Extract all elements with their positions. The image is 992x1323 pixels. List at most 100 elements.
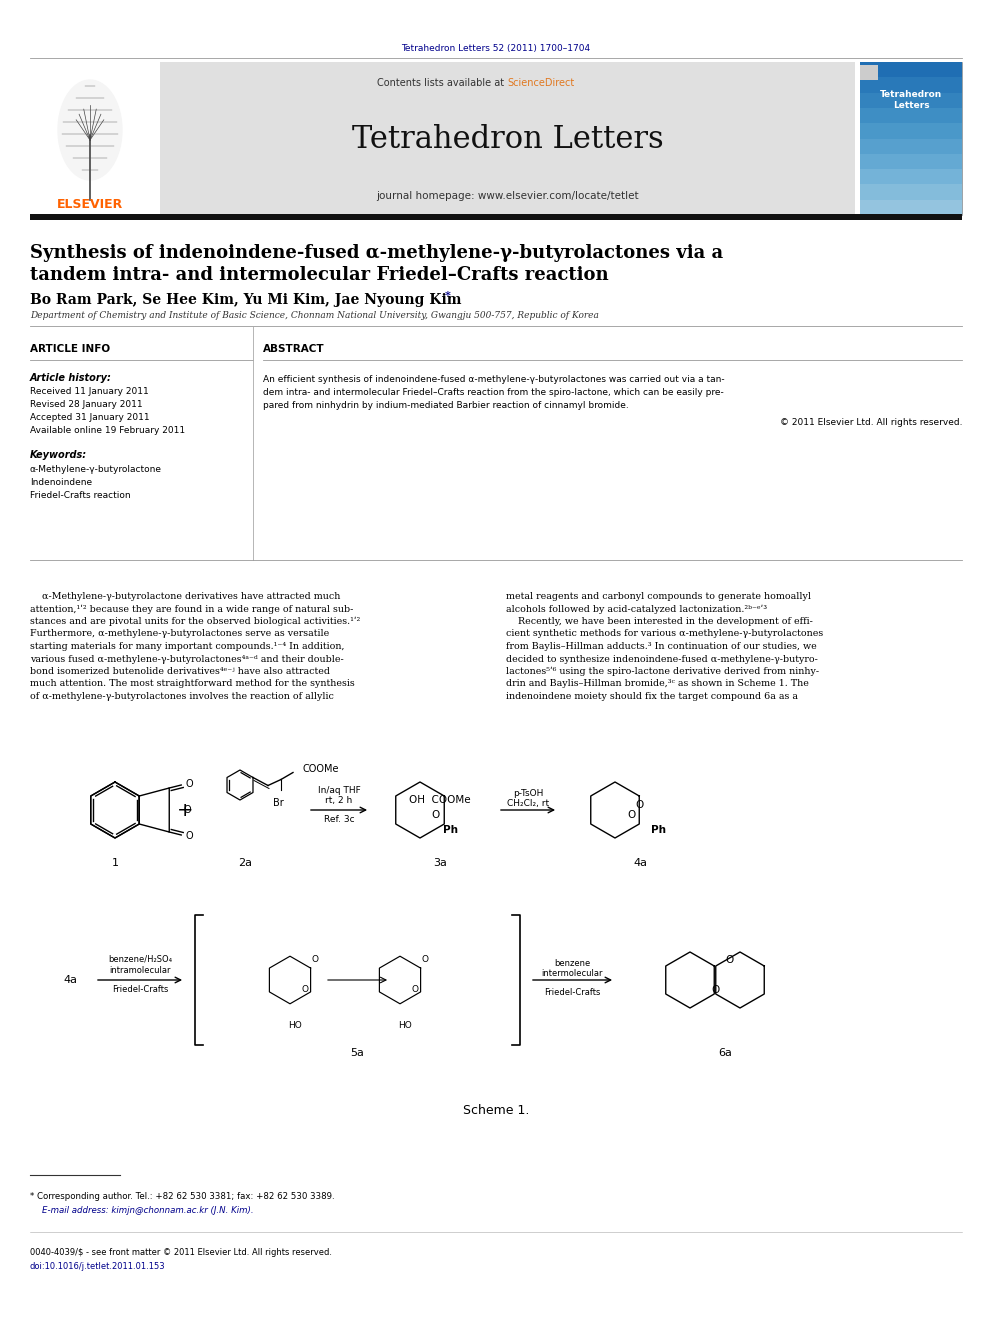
Bar	[860, 123, 962, 139]
Text: rt, 2 h: rt, 2 h	[325, 796, 352, 804]
Text: * Corresponding author. Tel.: +82 62 530 3381; fax: +82 62 530 3389.: * Corresponding author. Tel.: +82 62 530…	[30, 1192, 334, 1201]
Text: p-TsOH: p-TsOH	[513, 789, 544, 798]
Text: α-Methylene-γ-butyrolactone derivatives have attracted much: α-Methylene-γ-butyrolactone derivatives …	[30, 591, 340, 601]
Text: 4a: 4a	[63, 975, 77, 986]
Bar	[860, 62, 962, 77]
Text: 3a: 3a	[434, 859, 447, 868]
Bar	[860, 200, 962, 216]
Polygon shape	[59, 79, 122, 180]
Text: O: O	[184, 804, 191, 815]
Bar	[860, 184, 962, 200]
Text: Friedel-Crafts: Friedel-Crafts	[112, 986, 169, 994]
Text: +: +	[177, 800, 193, 819]
Text: lactones⁵ʹ⁶ using the spiro-lactone derivative derived from ninhy-: lactones⁵ʹ⁶ using the spiro-lactone deri…	[506, 667, 819, 676]
Text: Furthermore, α-methylene-γ-butyrolactones serve as versatile: Furthermore, α-methylene-γ-butyrolactone…	[30, 630, 329, 639]
Text: Ph: Ph	[651, 826, 666, 835]
Bar	[860, 93, 962, 108]
Text: O: O	[311, 955, 318, 964]
Text: *: *	[445, 290, 451, 300]
Text: Tetrahedron
Letters: Tetrahedron Letters	[880, 90, 942, 110]
Text: intramolecular: intramolecular	[109, 966, 171, 975]
Text: 0040-4039/$ - see front matter © 2011 Elsevier Ltd. All rights reserved.: 0040-4039/$ - see front matter © 2011 El…	[30, 1248, 332, 1257]
Text: 6a: 6a	[718, 1048, 732, 1058]
Text: Keywords:: Keywords:	[30, 450, 87, 460]
Text: In/aq THF: In/aq THF	[317, 786, 360, 795]
Text: O: O	[412, 986, 419, 995]
Bar	[860, 62, 962, 216]
Text: various fused α-methylene-γ-butyrolactones⁴ᵃ⁻ᵈ and their double-: various fused α-methylene-γ-butyrolacton…	[30, 655, 344, 664]
Bar	[160, 62, 855, 216]
Text: Department of Chemistry and Institute of Basic Science, Chonnam National Univers: Department of Chemistry and Institute of…	[30, 311, 599, 320]
Text: CH₂Cl₂, rt: CH₂Cl₂, rt	[507, 799, 549, 808]
Text: dem intra- and intermolecular Friedel–Crafts reaction from the spiro-lactone, wh: dem intra- and intermolecular Friedel–Cr…	[263, 388, 724, 397]
Text: Received 11 January 2011: Received 11 January 2011	[30, 388, 149, 396]
Text: Contents lists available at: Contents lists available at	[377, 78, 508, 89]
Text: ELSEVIER: ELSEVIER	[57, 198, 123, 212]
Text: O: O	[636, 800, 644, 810]
Text: from Baylis–Hillman adducts.³ In continuation of our studies, we: from Baylis–Hillman adducts.³ In continu…	[506, 642, 816, 651]
Text: decided to synthesize indenoindene-fused α-methylene-γ-butyro-: decided to synthesize indenoindene-fused…	[506, 655, 817, 664]
Text: O: O	[628, 810, 636, 820]
Text: alcohols followed by acid-catalyzed lactonization.²ᵇ⁻ᵉʹ³: alcohols followed by acid-catalyzed lact…	[506, 605, 767, 614]
Bar	[860, 139, 962, 153]
Text: α-Methylene-γ-butyrolactone: α-Methylene-γ-butyrolactone	[30, 464, 162, 474]
Bar	[860, 65, 878, 79]
Text: E-mail address: kimjn@chonnam.ac.kr (J.N. Kim).: E-mail address: kimjn@chonnam.ac.kr (J.N…	[42, 1207, 254, 1215]
Text: 4a: 4a	[633, 859, 647, 868]
Text: Tetrahedron Letters 52 (2011) 1700–1704: Tetrahedron Letters 52 (2011) 1700–1704	[402, 44, 590, 53]
Bar	[860, 169, 962, 184]
Text: O: O	[422, 955, 429, 964]
Text: doi:10.1016/j.tetlet.2011.01.153: doi:10.1016/j.tetlet.2011.01.153	[30, 1262, 166, 1271]
Text: COOMe: COOMe	[303, 765, 339, 774]
Bar	[860, 108, 962, 123]
Text: OH  COOMe: OH COOMe	[409, 795, 471, 804]
Text: intermolecular: intermolecular	[542, 968, 603, 978]
Text: O: O	[186, 831, 193, 841]
Text: Article history:: Article history:	[30, 373, 112, 382]
Text: O: O	[431, 810, 439, 820]
Bar	[860, 153, 962, 169]
Text: 2a: 2a	[238, 859, 252, 868]
Text: Friedel-Crafts: Friedel-Crafts	[545, 988, 601, 998]
Bar	[860, 77, 962, 93]
Text: metal reagents and carbonyl compounds to generate homoallyl: metal reagents and carbonyl compounds to…	[506, 591, 811, 601]
Text: An efficient synthesis of indenoindene-fused α-methylene-γ-butyrolactones was ca: An efficient synthesis of indenoindene-f…	[263, 374, 724, 384]
Text: 5a: 5a	[350, 1048, 364, 1058]
Text: bond isomerized butenolide derivatives⁴ᵉ⁻ʲ have also attracted: bond isomerized butenolide derivatives⁴ᵉ…	[30, 667, 330, 676]
Text: Recently, we have been interested in the development of effi-: Recently, we have been interested in the…	[506, 617, 812, 626]
Text: Br: Br	[273, 798, 284, 807]
Text: ScienceDirect: ScienceDirect	[508, 78, 574, 89]
Text: O: O	[186, 779, 193, 789]
Text: journal homepage: www.elsevier.com/locate/tetlet: journal homepage: www.elsevier.com/locat…	[376, 191, 639, 201]
Text: pared from ninhydrin by indium-mediated Barbier reaction of cinnamyl bromide.: pared from ninhydrin by indium-mediated …	[263, 401, 629, 410]
Text: O: O	[726, 955, 734, 964]
Text: starting materials for many important compounds.¹⁻⁴ In addition,: starting materials for many important co…	[30, 642, 344, 651]
Text: cient synthetic methods for various α-methylene-γ-butyrolactones: cient synthetic methods for various α-me…	[506, 630, 823, 639]
Text: drin and Baylis–Hillman bromide,³ᶜ as shown in Scheme 1. The: drin and Baylis–Hillman bromide,³ᶜ as sh…	[506, 680, 808, 688]
Text: tandem intra- and intermolecular Friedel–Crafts reaction: tandem intra- and intermolecular Friedel…	[30, 266, 609, 284]
Text: indenoindene moiety should fix the target compound 6a as a: indenoindene moiety should fix the targe…	[506, 692, 798, 701]
Text: benzene: benzene	[555, 959, 590, 968]
Text: Friedel-Crafts reaction: Friedel-Crafts reaction	[30, 491, 131, 500]
Text: HO: HO	[288, 1020, 302, 1029]
Text: Indenoindene: Indenoindene	[30, 478, 92, 487]
Text: Available online 19 February 2011: Available online 19 February 2011	[30, 426, 186, 435]
Text: of α-methylene-γ-butyrolactones involves the reaction of allylic: of α-methylene-γ-butyrolactones involves…	[30, 692, 334, 701]
Text: Tetrahedron Letters: Tetrahedron Letters	[351, 124, 664, 156]
Text: benzene/H₂SO₄: benzene/H₂SO₄	[108, 955, 172, 964]
Text: Ph: Ph	[442, 826, 457, 835]
Text: attention,¹ʹ² because they are found in a wide range of natural sub-: attention,¹ʹ² because they are found in …	[30, 605, 353, 614]
Text: © 2011 Elsevier Ltd. All rights reserved.: © 2011 Elsevier Ltd. All rights reserved…	[780, 418, 962, 427]
Text: ARTICLE INFO: ARTICLE INFO	[30, 344, 110, 355]
Text: 1: 1	[111, 859, 118, 868]
Text: HO: HO	[398, 1020, 412, 1029]
Text: stances and are pivotal units for the observed biological activities.¹ʹ²: stances and are pivotal units for the ob…	[30, 617, 360, 626]
Text: Ref. 3c: Ref. 3c	[323, 815, 354, 824]
Text: Synthesis of indenoindene-fused α-methylene-γ-butyrolactones via a: Synthesis of indenoindene-fused α-methyl…	[30, 243, 723, 262]
Text: O: O	[302, 986, 309, 995]
Text: Scheme 1.: Scheme 1.	[463, 1103, 529, 1117]
Text: ABSTRACT: ABSTRACT	[263, 344, 324, 355]
Text: Bo Ram Park, Se Hee Kim, Yu Mi Kim, Jae Nyoung Kim: Bo Ram Park, Se Hee Kim, Yu Mi Kim, Jae …	[30, 292, 461, 307]
Text: Accepted 31 January 2011: Accepted 31 January 2011	[30, 413, 150, 422]
Text: Revised 28 January 2011: Revised 28 January 2011	[30, 400, 143, 409]
